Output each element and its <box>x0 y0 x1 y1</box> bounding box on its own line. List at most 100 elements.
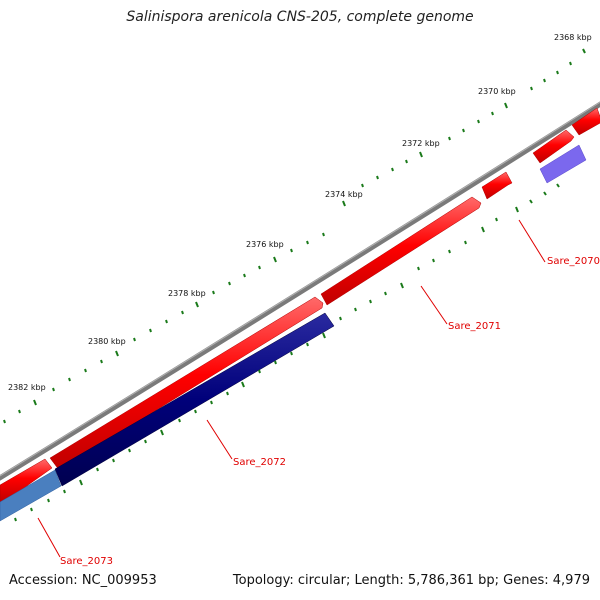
tick-mark <box>495 217 498 222</box>
tick-mark <box>195 301 199 308</box>
tick-mark <box>115 350 119 357</box>
gene-leader-line <box>206 419 233 460</box>
tick-mark <box>133 337 136 342</box>
forward-gene <box>0 458 53 503</box>
tick-mark <box>419 151 423 158</box>
kbp-label: 2368 kbp <box>554 33 592 42</box>
tick-mark <box>543 78 546 83</box>
map-title: Salinispora arenicola CNS-205, complete … <box>126 9 474 25</box>
gene-label: Sare_2073 <box>60 556 113 567</box>
tick-mark <box>504 102 508 109</box>
accession-text: Accession: NC_009953 <box>9 573 157 588</box>
kbp-label: 2380 kbp <box>88 337 126 346</box>
forward-gene <box>49 296 324 471</box>
gene-label-leaders <box>37 219 546 558</box>
kbp-label: 2376 kbp <box>246 240 284 249</box>
tick-mark <box>384 291 387 296</box>
gene-label: Sare_2072 <box>233 457 286 468</box>
tick-mark <box>290 351 293 356</box>
tick-mark <box>405 159 408 164</box>
gene-leader-line <box>518 219 546 263</box>
genome-backbone-highlight <box>0 101 600 477</box>
forward-strand-genes <box>0 107 600 503</box>
tick-mark <box>322 232 325 237</box>
forward-gene <box>320 196 482 306</box>
reverse-gene <box>539 144 587 184</box>
forward-gene <box>532 129 575 164</box>
reverse-strand-genes <box>0 144 587 522</box>
outer-ticks <box>3 48 586 424</box>
gene-labels: Sare_2070 Sare_2071 Sare_2072 Sare_2073 <box>60 256 600 567</box>
tick-mark <box>477 119 480 124</box>
tick-mark <box>400 282 404 289</box>
tick-mark <box>3 419 6 424</box>
gene-leader-line <box>420 285 448 325</box>
genome-summary-text: Topology: circular; Length: 5,786,361 bp… <box>232 573 590 588</box>
tick-mark <box>181 310 184 315</box>
tick-mark <box>14 517 17 522</box>
tick-mark <box>226 391 229 396</box>
tick-mark <box>149 328 152 333</box>
tick-mark <box>448 136 451 141</box>
tick-mark <box>241 381 245 388</box>
reverse-gene <box>0 469 62 522</box>
genome-backbone <box>0 101 600 481</box>
kbp-label: 2382 kbp <box>8 383 46 392</box>
tick-mark <box>79 479 83 486</box>
tick-mark <box>290 248 293 253</box>
tick-mark <box>361 183 364 188</box>
kbp-label: 2378 kbp <box>168 289 206 298</box>
gene-leader-line <box>37 517 61 558</box>
tick-mark <box>322 332 326 339</box>
tick-mark <box>529 199 533 204</box>
tick-mark <box>274 360 277 365</box>
forward-gene <box>571 107 600 136</box>
inner-ticks <box>14 183 560 522</box>
tick-mark <box>194 409 197 414</box>
tick-mark <box>210 400 213 405</box>
tick-mark <box>228 281 231 286</box>
tick-mark <box>112 458 115 463</box>
tick-mark <box>100 359 103 364</box>
tick-mark <box>369 299 372 304</box>
tick-mark <box>543 191 547 196</box>
tick-mark <box>491 111 494 116</box>
tick-mark <box>448 249 451 254</box>
tick-mark <box>391 167 394 172</box>
tick-mark <box>376 175 379 180</box>
tick-mark <box>556 183 560 188</box>
tick-mark <box>530 86 533 91</box>
tick-mark <box>515 206 519 213</box>
tick-mark <box>33 399 37 406</box>
gene-label: Sare_2070 <box>547 256 600 267</box>
tick-mark <box>96 467 99 472</box>
tick-mark <box>47 498 50 503</box>
forward-gene <box>481 171 513 200</box>
tick-mark <box>339 316 342 321</box>
tick-mark <box>178 418 181 423</box>
tick-mark <box>30 507 33 512</box>
tick-mark <box>18 409 21 414</box>
tick-mark <box>84 368 87 373</box>
tick-mark <box>481 226 485 233</box>
tick-mark <box>144 439 147 444</box>
tick-mark <box>63 489 66 494</box>
kbp-labels: 2368 kbp 2370 kbp 2372 kbp 2374 kbp 2376… <box>8 33 592 392</box>
tick-mark <box>258 369 261 374</box>
kbp-label: 2374 kbp <box>325 190 363 199</box>
tick-mark <box>52 387 55 392</box>
tick-mark <box>160 429 164 436</box>
tick-mark <box>306 240 309 245</box>
tick-mark <box>342 200 346 207</box>
tick-mark <box>212 290 215 295</box>
tick-mark <box>165 319 168 324</box>
tick-mark <box>243 273 246 278</box>
gene-label: Sare_2071 <box>448 321 501 332</box>
tick-mark <box>258 265 261 270</box>
tick-mark <box>464 240 467 245</box>
tick-mark <box>417 266 420 271</box>
reverse-gene <box>54 312 335 487</box>
tick-mark <box>273 256 277 263</box>
